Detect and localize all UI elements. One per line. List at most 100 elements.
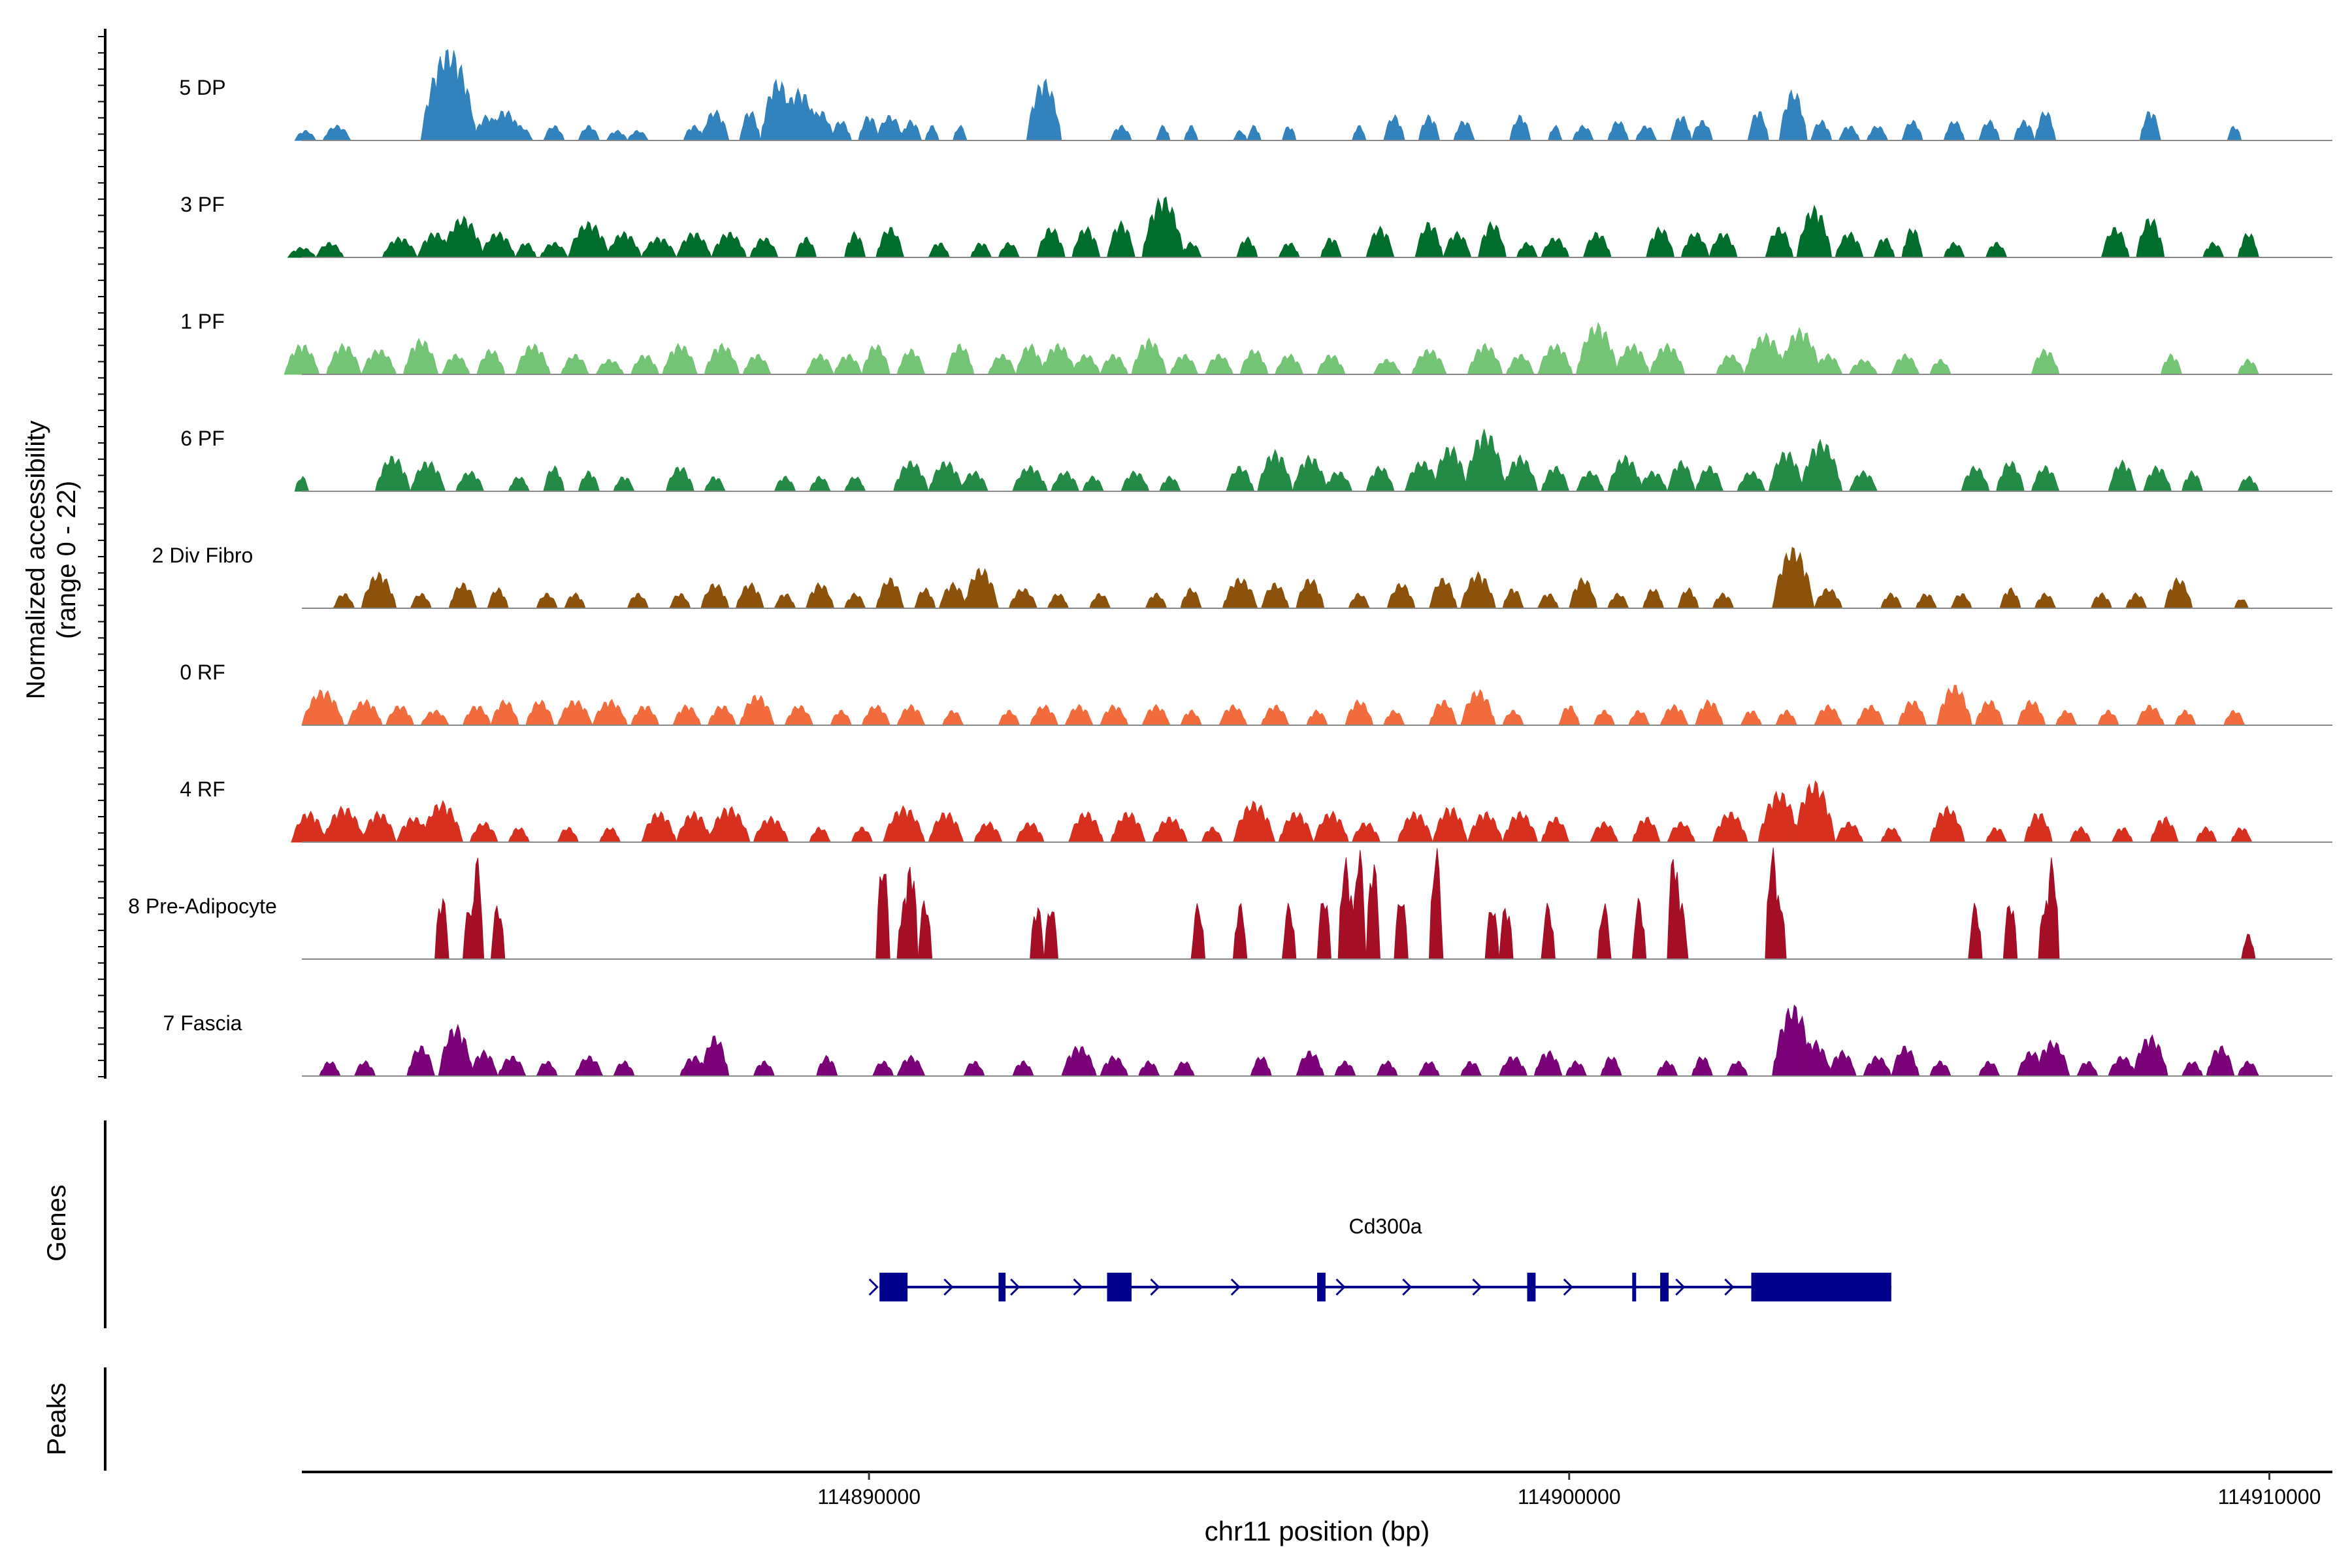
coverage-peak <box>1716 354 1745 375</box>
coverage-peak <box>1799 438 1843 492</box>
coverage-peak <box>676 232 712 258</box>
coverage-peak <box>2100 227 2130 258</box>
coverage-peak <box>2031 465 2060 492</box>
coverage-peak <box>448 582 478 609</box>
coverage-peak <box>1827 1049 1857 1077</box>
track-2-div-fibro: 2 Div Fibro <box>152 544 2332 609</box>
coverage-peak <box>1051 470 1080 492</box>
coverage-peak <box>1169 353 1199 375</box>
y-axis-ticks <box>98 36 105 1077</box>
coverage-peak <box>1180 241 1202 258</box>
coverage-peak <box>1929 805 1965 843</box>
track-label: 3 PF <box>180 193 225 216</box>
coverage-peak <box>1173 1061 1196 1077</box>
coverage-peak <box>1814 587 1843 609</box>
coverage-peak <box>1296 578 1325 609</box>
coverage-peak <box>938 581 968 609</box>
coverage-peak <box>662 342 698 375</box>
coverage-peak <box>668 593 691 609</box>
coverage-peak <box>578 470 600 492</box>
coverage-peak <box>1155 124 1171 141</box>
coverage-peak <box>1772 895 1787 960</box>
coverage-peak <box>1915 593 1938 609</box>
coverage-peak <box>1131 337 1168 375</box>
coverage-peak <box>1365 465 1395 492</box>
coverage-peak <box>1334 1060 1356 1077</box>
coverage-peak <box>945 343 975 375</box>
coverage-peak <box>315 242 345 258</box>
coverage-peak <box>1278 811 1315 843</box>
coverage-peak <box>1100 353 1129 375</box>
coverage-peak <box>606 129 629 141</box>
coverage-peak <box>1631 898 1647 960</box>
genes-track: Genes Cd300a <box>42 1120 1891 1328</box>
coverage-peak <box>438 1023 474 1077</box>
coverage-peak <box>2031 348 2060 375</box>
track-label: 5 DP <box>179 76 225 99</box>
coverage-peak <box>1015 822 1045 843</box>
track-label: 4 RF <box>180 777 225 801</box>
coverage-peak <box>830 710 853 726</box>
track-1-pf: 1 PF <box>180 310 2332 375</box>
coverage-peak <box>700 109 730 141</box>
coverage-peak <box>1120 470 1150 492</box>
coverage-peak <box>564 592 586 609</box>
coverage-peak <box>410 593 433 609</box>
coverage-peak <box>1152 817 1188 843</box>
gene-exon <box>1527 1273 1536 1301</box>
coverage-peak <box>917 900 933 960</box>
coverage-peak <box>1443 231 1472 258</box>
coverage-peak <box>1670 116 1693 141</box>
coverage-peak <box>2108 459 2137 492</box>
coverage-peak <box>2241 934 2256 960</box>
track-label: 0 RF <box>180 661 225 684</box>
coverage-peak <box>627 593 649 609</box>
coverage-peak <box>490 906 506 960</box>
coverage-peak <box>1106 220 1136 258</box>
coverage-peak <box>613 476 635 492</box>
coverage-peak <box>1929 359 1952 375</box>
coverage-peak <box>1414 221 1444 258</box>
coverage-peak <box>1278 242 1300 258</box>
coverage-peak <box>1572 124 1595 141</box>
coverage-peak <box>1110 124 1132 141</box>
coverage-peak <box>641 236 678 258</box>
coverage-peak <box>1558 705 1580 726</box>
coverage-peak <box>1674 903 1689 960</box>
coverage-peak <box>322 124 351 141</box>
coverage-peak <box>1428 700 1458 726</box>
coverage-peak <box>1985 241 2008 258</box>
coverage-peak <box>1036 227 1066 258</box>
coverage-peak <box>1499 907 1514 960</box>
coverage-peak <box>2149 816 2179 843</box>
coverage-peak <box>1600 1056 1622 1077</box>
coverage-peak <box>406 1045 436 1077</box>
coverage-peak <box>1597 903 1612 960</box>
coverage-peak <box>1365 864 1381 960</box>
coverage-peak <box>833 353 863 375</box>
coverage-peak <box>1110 811 1147 843</box>
coverage-peak <box>2237 358 2260 375</box>
coverage-peak <box>1250 1056 1272 1077</box>
coverage-peak <box>1100 1055 1129 1077</box>
coverage-peak <box>816 1054 838 1077</box>
coverage-peak <box>1071 353 1101 375</box>
track-label: 6 PF <box>180 427 225 450</box>
coverage-peak <box>1015 343 1045 375</box>
coverage-peak <box>1484 912 1500 960</box>
coverage-peak <box>606 231 642 258</box>
coverage-peak <box>1432 807 1469 843</box>
coverage-peak <box>1432 446 1469 492</box>
coverage-peak <box>998 242 1021 258</box>
coverage-peak <box>2237 1060 2260 1077</box>
coverage-peak <box>843 592 866 609</box>
coverage-peak <box>882 805 926 843</box>
coverage-peak <box>1383 709 1405 726</box>
track-label: 1 PF <box>180 310 225 333</box>
track-5-dp: 5 DP <box>179 49 2332 141</box>
coverage-peak <box>1593 710 1616 726</box>
coverage-peak <box>1026 78 1062 141</box>
coverage-peak <box>1201 826 1224 843</box>
coverage-peak <box>875 874 890 960</box>
coverage-peak <box>805 110 835 141</box>
